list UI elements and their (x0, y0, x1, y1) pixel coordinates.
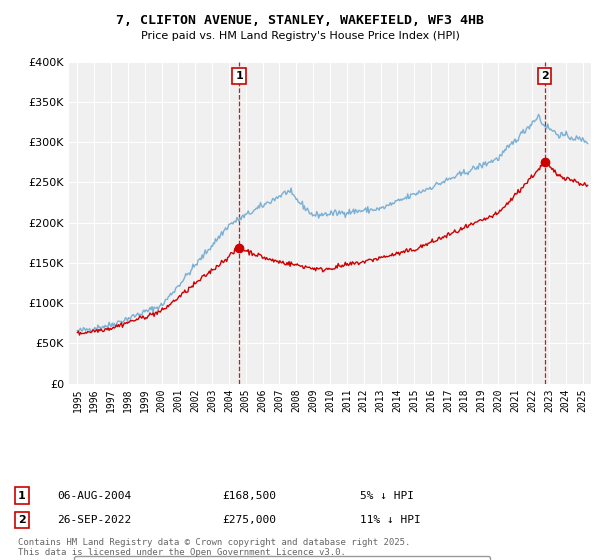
Text: 1: 1 (235, 71, 243, 81)
Text: 06-AUG-2004: 06-AUG-2004 (57, 491, 131, 501)
Text: £275,000: £275,000 (222, 515, 276, 525)
Text: £168,500: £168,500 (222, 491, 276, 501)
Legend: 7, CLIFTON AVENUE, STANLEY, WAKEFIELD, WF3 4HB (detached house), HPI: Average pr: 7, CLIFTON AVENUE, STANLEY, WAKEFIELD, W… (74, 556, 490, 560)
Text: 2: 2 (541, 71, 548, 81)
Text: 2: 2 (18, 515, 26, 525)
Text: 11% ↓ HPI: 11% ↓ HPI (360, 515, 421, 525)
Text: Contains HM Land Registry data © Crown copyright and database right 2025.
This d: Contains HM Land Registry data © Crown c… (18, 538, 410, 557)
Text: 1: 1 (18, 491, 26, 501)
Text: 7, CLIFTON AVENUE, STANLEY, WAKEFIELD, WF3 4HB: 7, CLIFTON AVENUE, STANLEY, WAKEFIELD, W… (116, 14, 484, 27)
Text: 26-SEP-2022: 26-SEP-2022 (57, 515, 131, 525)
Text: 5% ↓ HPI: 5% ↓ HPI (360, 491, 414, 501)
Text: Price paid vs. HM Land Registry's House Price Index (HPI): Price paid vs. HM Land Registry's House … (140, 31, 460, 41)
